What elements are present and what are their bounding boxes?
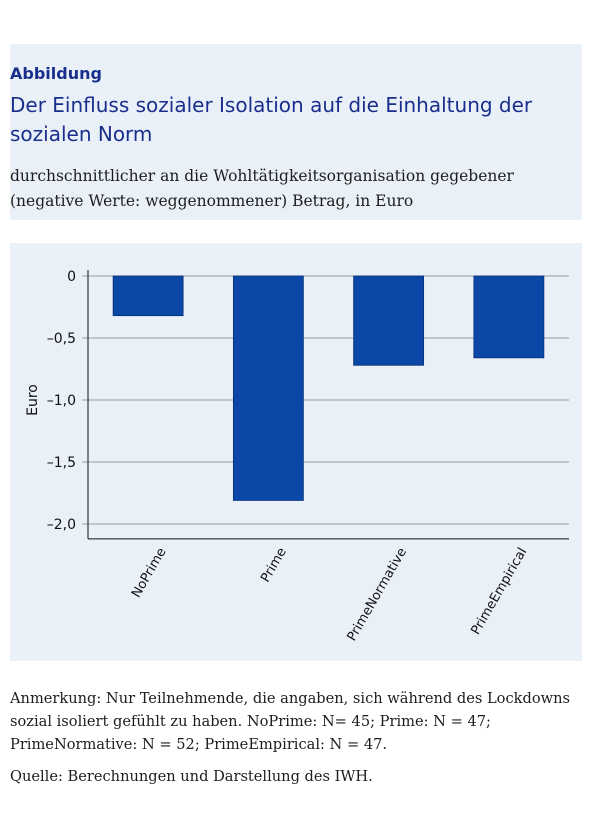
y-axis-label: Euro (25, 384, 41, 416)
y-tick-label: –1,0 (47, 393, 76, 409)
bar (473, 275, 545, 359)
figure-label: Abbildung (10, 64, 102, 83)
x-tick-label: Prime (258, 545, 290, 585)
y-tick-label: –1,5 (47, 455, 76, 471)
figure-source: Quelle: Berechnungen und Darstellung des… (10, 768, 373, 785)
bar (232, 275, 304, 501)
chart-panel: 0 –0,5 –1,0 –1,5 –2,0 Euro NoPrime Prime PrimeNo… (10, 243, 582, 661)
figure-note: Anmerkung: Nur Teilnehmende, die angaben… (10, 690, 570, 753)
bar-chart: 0 –0,5 –1,0 –1,5 –2,0 Euro NoPrime Prime PrimeNo… (25, 269, 569, 644)
x-tick-label: PrimeNormative (345, 545, 411, 643)
bar (353, 275, 425, 366)
y-tick-label: –2,0 (47, 517, 76, 533)
x-tick-label: PrimeEmpirical (469, 545, 531, 637)
y-tick-label: 0 (67, 269, 76, 285)
x-tick-label: NoPrime (129, 545, 169, 600)
header-panel: Abbildung Der Einfluss sozialer Isolatio… (10, 44, 582, 220)
bar (112, 275, 184, 317)
figure-title: Der Einfluss sozialer Isolation auf die … (10, 93, 533, 146)
y-tick-label: –0,5 (47, 331, 76, 347)
figure-subtitle: durchschnittlicher an die Wohltätigkeits… (10, 167, 514, 210)
